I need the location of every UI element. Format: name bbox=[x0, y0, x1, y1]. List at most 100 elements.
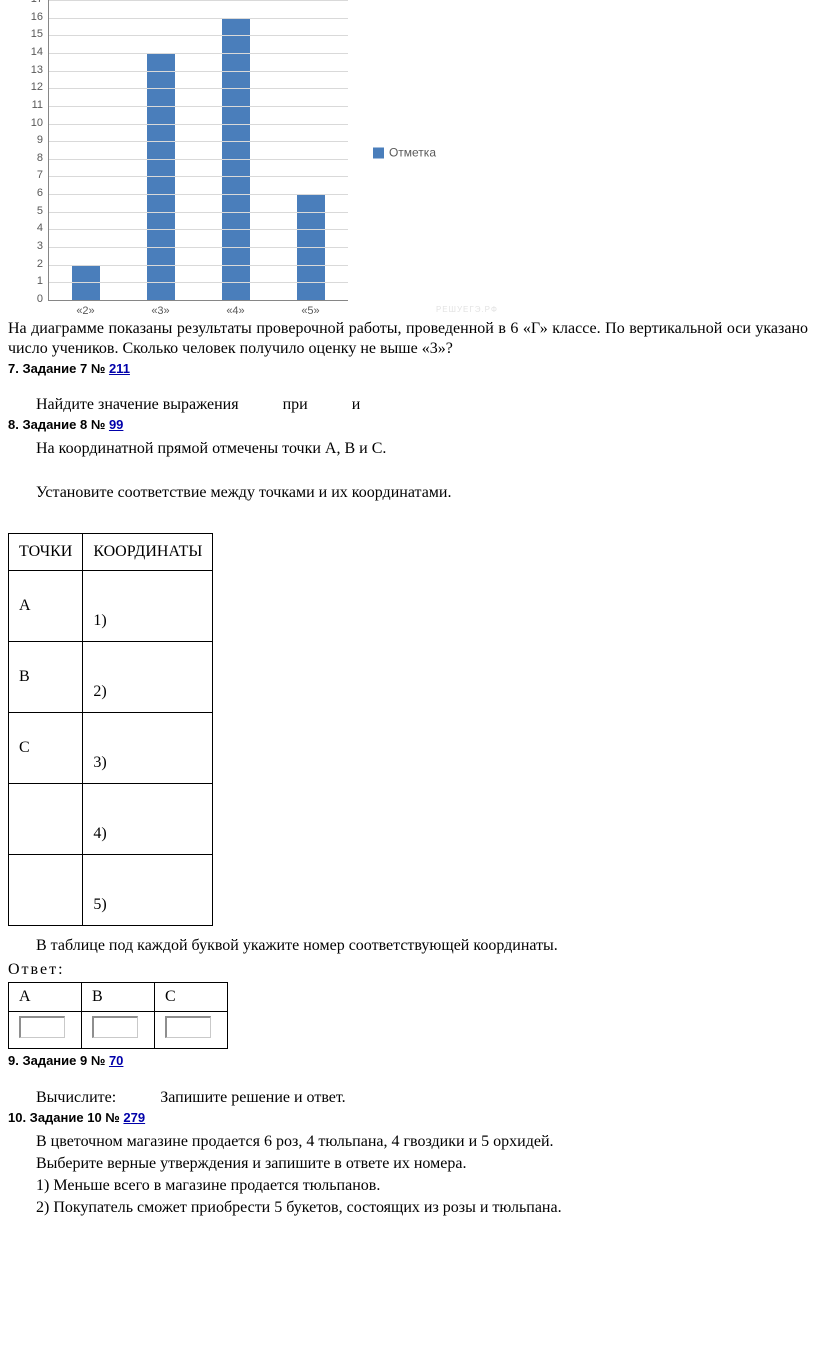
chart-y-tick: 3 bbox=[37, 240, 49, 254]
match-cell: 4) bbox=[83, 784, 213, 855]
chart-y-tick: 16 bbox=[31, 11, 49, 25]
chart-gridline bbox=[49, 265, 348, 266]
answer-cell bbox=[155, 1012, 228, 1049]
spacer bbox=[8, 1076, 808, 1088]
chart-and-following-text: 01234567891011121314151617 «2»«3»«4»«5» … bbox=[8, 0, 808, 359]
task-10-opt1: 1) Меньше всего в магазине продается тюл… bbox=[8, 1176, 808, 1196]
task-7-prefix: Найдите значение выражения bbox=[36, 396, 239, 413]
task-7-suffix: и bbox=[352, 396, 361, 413]
legend-label: Отметка bbox=[389, 146, 436, 161]
task-10-opt2: 2) Покупатель сможет приобрести 5 букето… bbox=[8, 1198, 808, 1218]
answer-label: Ответ: bbox=[8, 960, 808, 980]
chart-y-tick: 10 bbox=[31, 117, 49, 131]
page: 01234567891011121314151617 «2»«3»«4»«5» … bbox=[0, 0, 816, 1244]
task-9-label: 9. Задание 9 № bbox=[8, 1053, 109, 1068]
answer-header: В bbox=[82, 983, 155, 1012]
chart-gridline bbox=[49, 88, 348, 89]
task-10-line1: В цветочном магазине продается 6 роз, 4 … bbox=[8, 1132, 808, 1152]
chart-gridline bbox=[49, 282, 348, 283]
task-8-line2: Установите соответствие между точками и … bbox=[8, 483, 808, 503]
task-9-header: 9. Задание 9 № 70 bbox=[8, 1053, 808, 1069]
answer-header: А bbox=[9, 983, 82, 1012]
chart-gridline bbox=[49, 106, 348, 107]
chart-gridline bbox=[49, 229, 348, 230]
task-8-label: 8. Задание 8 № bbox=[8, 417, 109, 432]
chart-y-tick: 0 bbox=[37, 293, 49, 307]
task-7-link[interactable]: 211 bbox=[109, 361, 130, 376]
task-8-line1: На координатной прямой отмечены точки A,… bbox=[8, 439, 808, 459]
spacer bbox=[8, 383, 808, 395]
chart-x-label: «2» bbox=[48, 305, 123, 319]
chart-plot-area: 01234567891011121314151617 bbox=[48, 0, 348, 301]
chart-y-tick: 6 bbox=[37, 187, 49, 201]
task-7-mid: при bbox=[283, 396, 308, 413]
chart-y-tick: 11 bbox=[32, 99, 49, 113]
task-9-body: Вычислите: Запишите решение и ответ. bbox=[8, 1088, 808, 1108]
match-cell: 5) bbox=[83, 855, 213, 926]
task-10-link[interactable]: 279 bbox=[123, 1110, 145, 1125]
spacer bbox=[8, 505, 808, 527]
chart-gridline bbox=[49, 71, 348, 72]
task-8-header: 8. Задание 8 № 99 bbox=[8, 417, 808, 433]
chart-gridline bbox=[49, 176, 348, 177]
task-10-label: 10. Задание 10 № bbox=[8, 1110, 123, 1125]
task-10-header: 10. Задание 10 № 279 bbox=[8, 1110, 808, 1126]
chart-question-part1: На диаграмме показаны результаты bbox=[8, 320, 252, 337]
chart-gridline bbox=[49, 247, 348, 248]
chart-watermark: РЕШУЕГЭ.РФ bbox=[436, 305, 498, 315]
match-cell: 2) bbox=[83, 642, 213, 713]
match-cell: B bbox=[9, 642, 83, 713]
answer-input-b[interactable] bbox=[92, 1016, 138, 1038]
task-9-suffix: Запишите решение и ответ. bbox=[160, 1089, 345, 1106]
answer-input-a[interactable] bbox=[19, 1016, 65, 1038]
chart-y-tick: 12 bbox=[31, 81, 49, 95]
match-cell: 3) bbox=[83, 713, 213, 784]
match-header-points: ТОЧКИ bbox=[9, 534, 83, 571]
task-9-link[interactable]: 70 bbox=[109, 1053, 123, 1068]
match-cell bbox=[9, 855, 83, 926]
chart-y-tick: 13 bbox=[31, 64, 49, 78]
task-7-body: Найдите значение выражения при и bbox=[8, 395, 808, 415]
chart-x-label: «3» bbox=[123, 305, 198, 319]
chart-gridline bbox=[49, 53, 348, 54]
chart-y-tick: 9 bbox=[37, 134, 49, 148]
match-header-coords: КООРДИНАТЫ bbox=[83, 534, 213, 571]
chart-y-tick: 15 bbox=[31, 28, 49, 42]
chart-x-label: «4» bbox=[198, 305, 273, 319]
chart-gridline bbox=[49, 194, 348, 195]
answer-input-c[interactable] bbox=[165, 1016, 211, 1038]
chart-x-label: «5» bbox=[273, 305, 348, 319]
chart-gridline bbox=[49, 0, 348, 1]
chart-question-paragraph: На диаграмме показаны результаты проверо… bbox=[8, 319, 808, 359]
task-9-prefix: Вычислите: bbox=[36, 1089, 116, 1106]
chart-y-tick: 7 bbox=[37, 170, 49, 184]
spacer bbox=[8, 461, 808, 483]
chart-y-tick: 4 bbox=[37, 223, 49, 237]
task-7-label: 7. Задание 7 № bbox=[8, 361, 109, 376]
answer-header: С bbox=[155, 983, 228, 1012]
chart-gridline bbox=[49, 124, 348, 125]
legend-swatch bbox=[373, 148, 384, 159]
chart-y-tick: 17 bbox=[31, 0, 49, 7]
chart-legend: Отметка bbox=[373, 146, 436, 161]
chart-y-tick: 1 bbox=[37, 275, 49, 289]
chart-gridline bbox=[49, 141, 348, 142]
points-coordinates-table: ТОЧКИ КООРДИНАТЫ A1) B2) C3) 4) 5) bbox=[8, 533, 213, 926]
answer-table: А В С bbox=[8, 982, 228, 1049]
match-cell bbox=[9, 784, 83, 855]
task-8-after-table: В таблице под каждой буквой укажите номе… bbox=[8, 936, 808, 956]
chart-y-tick: 5 bbox=[37, 205, 49, 219]
chart-y-tick: 2 bbox=[37, 258, 49, 272]
chart-gridline bbox=[49, 159, 348, 160]
match-cell: 1) bbox=[83, 571, 213, 642]
chart-y-tick: 8 bbox=[37, 152, 49, 166]
bar-chart: 01234567891011121314151617 «2»«3»«4»«5» … bbox=[8, 0, 428, 319]
chart-gridline bbox=[49, 35, 348, 36]
match-cell: C bbox=[9, 713, 83, 784]
task-8-link[interactable]: 99 bbox=[109, 417, 123, 432]
answer-cell bbox=[9, 1012, 82, 1049]
chart-x-labels: «2»«3»«4»«5» bbox=[48, 301, 348, 319]
task-7-header: 7. Задание 7 № 211 bbox=[8, 361, 808, 377]
chart-y-tick: 14 bbox=[31, 46, 49, 60]
match-cell: A bbox=[9, 571, 83, 642]
